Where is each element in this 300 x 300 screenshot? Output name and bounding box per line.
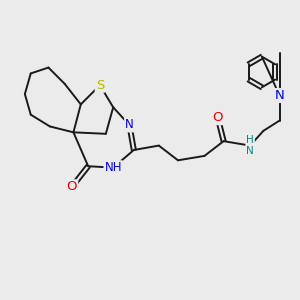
Text: S: S: [96, 79, 104, 92]
Text: O: O: [67, 180, 77, 193]
Text: H
N: H N: [246, 135, 254, 156]
Text: O: O: [212, 111, 223, 124]
Text: N: N: [275, 89, 284, 102]
Text: N: N: [125, 118, 134, 131]
Text: NH: NH: [104, 161, 122, 174]
